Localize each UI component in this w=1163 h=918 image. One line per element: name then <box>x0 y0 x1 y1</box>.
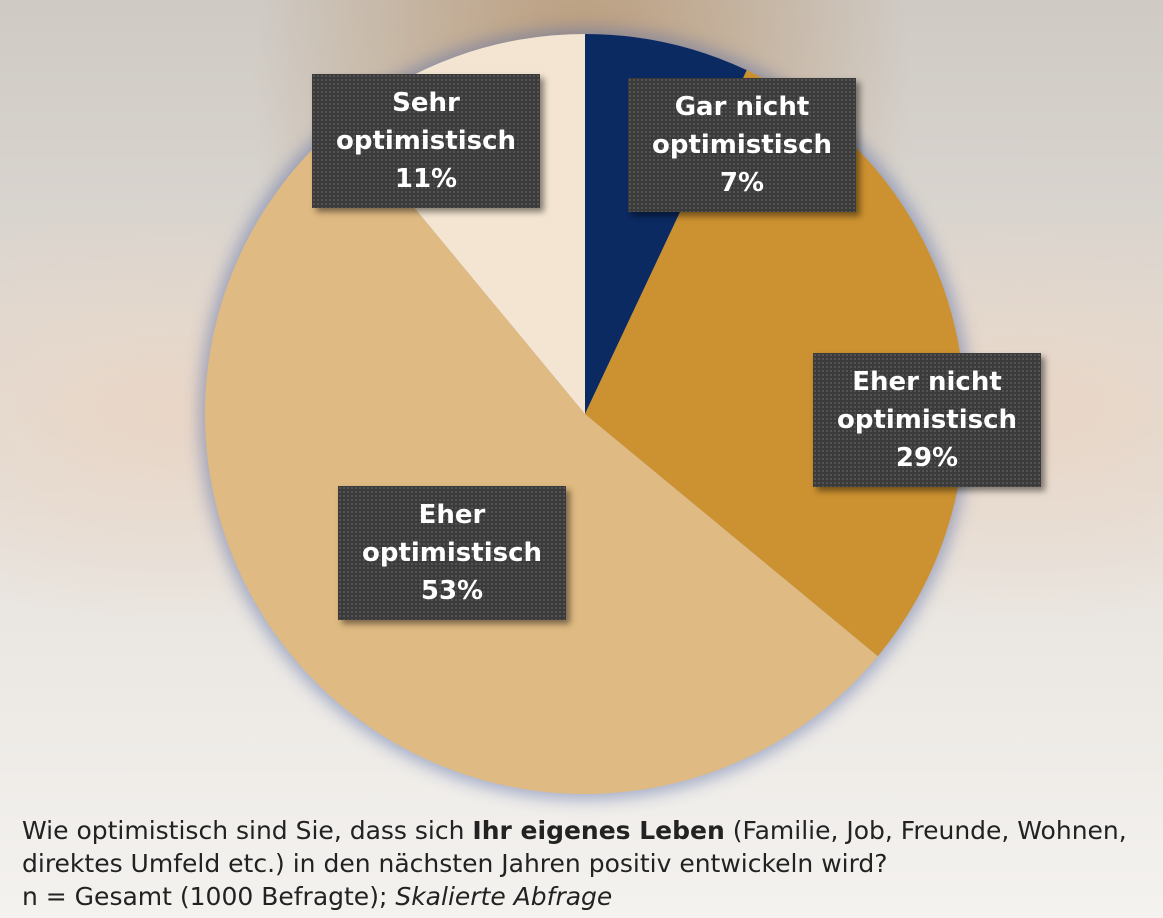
label-category: Eher optimistisch <box>361 500 543 568</box>
label-value: 29% <box>895 443 959 473</box>
label-value: 7% <box>719 168 765 198</box>
label-value: 11% <box>394 164 458 194</box>
sample-italic: Skalierte Abfrage <box>395 882 613 911</box>
data-label: Sehr optimistisch 11% <box>312 74 540 208</box>
label-category: Gar nicht optimistisch <box>651 92 833 160</box>
data-label: Eher nicht optimistisch 29% <box>813 353 1041 487</box>
pie-slice <box>585 70 966 657</box>
question-bold: Ihr eigenes Leben <box>472 816 725 845</box>
caption: Wie optimistisch sind Sie, dass sich Ihr… <box>22 814 1152 913</box>
sample-text: n = Gesamt (1000 Befragte); <box>22 882 396 911</box>
sample: n = Gesamt (1000 Befragte); Skalierte Ab… <box>22 880 1152 913</box>
data-label: Eher optimistisch 53% <box>338 486 566 620</box>
data-label: Gar nicht optimistisch 7% <box>628 78 856 212</box>
question-start: Wie optimistisch sind Sie, dass sich <box>22 816 473 845</box>
label-category: Eher nicht optimistisch <box>836 367 1018 435</box>
label-category: Sehr optimistisch <box>335 88 517 156</box>
label-value: 53% <box>420 576 484 606</box>
question: Wie optimistisch sind Sie, dass sich Ihr… <box>22 814 1152 880</box>
question-end: (Familie, Job, Freunde, Wohnen, direktes… <box>22 816 1127 878</box>
pie-slice <box>205 121 878 794</box>
